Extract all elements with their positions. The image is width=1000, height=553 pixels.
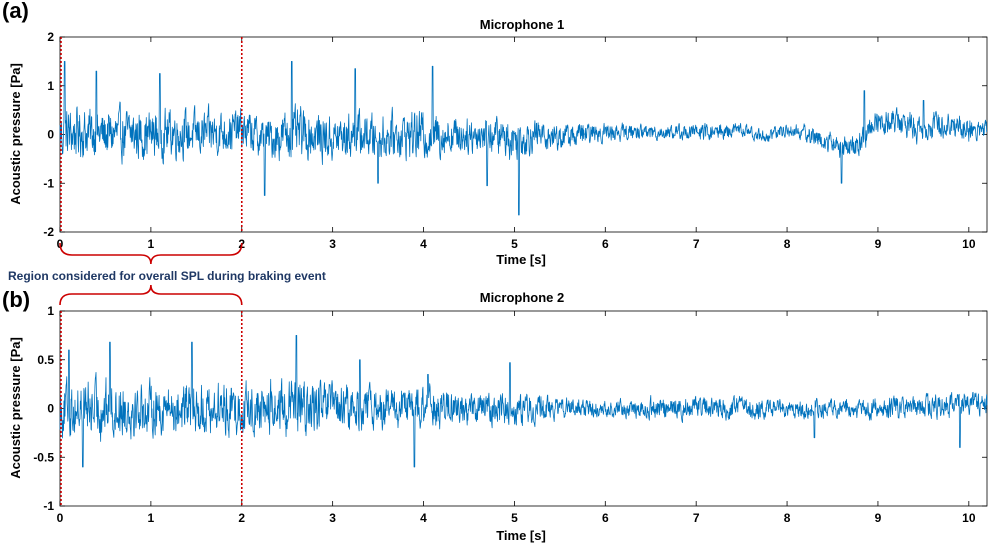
x-tick-label: 1 [148, 511, 155, 525]
y-tick-label: -1 [43, 176, 54, 190]
x-tick-label: 7 [693, 237, 700, 251]
y-ticks-mic2: -1 -0.5 0 0.5 1 [33, 304, 987, 513]
signal-trace-mic2 [59, 334, 988, 468]
region-bracket-top [59, 242, 243, 265]
x-tick-label: 10 [962, 237, 976, 251]
x-ticks-mic2: 0 1 2 3 4 5 6 7 8 9 10 [57, 311, 976, 525]
x-tick-label: 8 [784, 511, 791, 525]
chart-title-mic1: Microphone 1 [480, 17, 565, 32]
plot-area-mic1 [59, 36, 988, 233]
x-tick-label: 5 [511, 511, 518, 525]
x-tick-label: 9 [875, 237, 882, 251]
x-tick-label: 3 [329, 237, 336, 251]
x-tick-label: 9 [875, 511, 882, 525]
y-tick-label: 0.5 [37, 353, 54, 367]
y-tick-label: -2 [43, 225, 54, 239]
panel-microphone-2: (b) Microphone 2 -1 -0.5 0 0.5 1 0 1 2 3 4 5 6 7 8 9 1… [2, 287, 988, 543]
region-annotation-text: Region considered for overall SPL during… [8, 269, 326, 283]
y-tick-label: 0 [47, 402, 54, 416]
y-axis-label-mic1: Acoustic pressure [Pa] [8, 63, 23, 205]
region-markers-mic1 [60, 37, 243, 232]
y-tick-label: 0 [47, 128, 54, 142]
region-bracket-bottom [59, 284, 243, 306]
y-tick-label: 1 [47, 79, 54, 93]
x-tick-label: 0 [57, 511, 64, 525]
x-tick-label: 6 [602, 511, 609, 525]
x-tick-label: 6 [602, 237, 609, 251]
x-axis-label-mic1: Time [s] [496, 252, 546, 267]
y-tick-label: 1 [47, 304, 54, 318]
x-tick-label: 8 [784, 237, 791, 251]
x-axis-label-mic2: Time [s] [496, 528, 546, 543]
signal-line [59, 60, 988, 216]
panel-label-a: (a) [2, 0, 29, 23]
x-tick-label: 4 [420, 237, 427, 251]
x-tick-label: 4 [420, 511, 427, 525]
y-tick-label: -1 [43, 499, 54, 513]
y-axis-label-mic2: Acoustic pressure [Pa] [8, 337, 23, 479]
x-tick-label: 2 [238, 511, 245, 525]
x-tick-label: 5 [511, 237, 518, 251]
panel-label-b: (b) [2, 287, 30, 312]
x-tick-label: 10 [962, 511, 976, 525]
x-tick-label: 1 [148, 237, 155, 251]
region-markers-mic2 [60, 311, 243, 506]
x-tick-label: 3 [329, 511, 336, 525]
x-tick-label: 7 [693, 511, 700, 525]
signal-line [59, 334, 988, 468]
region-annotation: Region considered for overall SPL during… [8, 242, 326, 306]
chart-title-mic2: Microphone 2 [480, 290, 565, 305]
signal-trace-mic1 [59, 60, 988, 216]
y-tick-label: 2 [47, 30, 54, 44]
y-tick-label: -0.5 [33, 450, 54, 464]
